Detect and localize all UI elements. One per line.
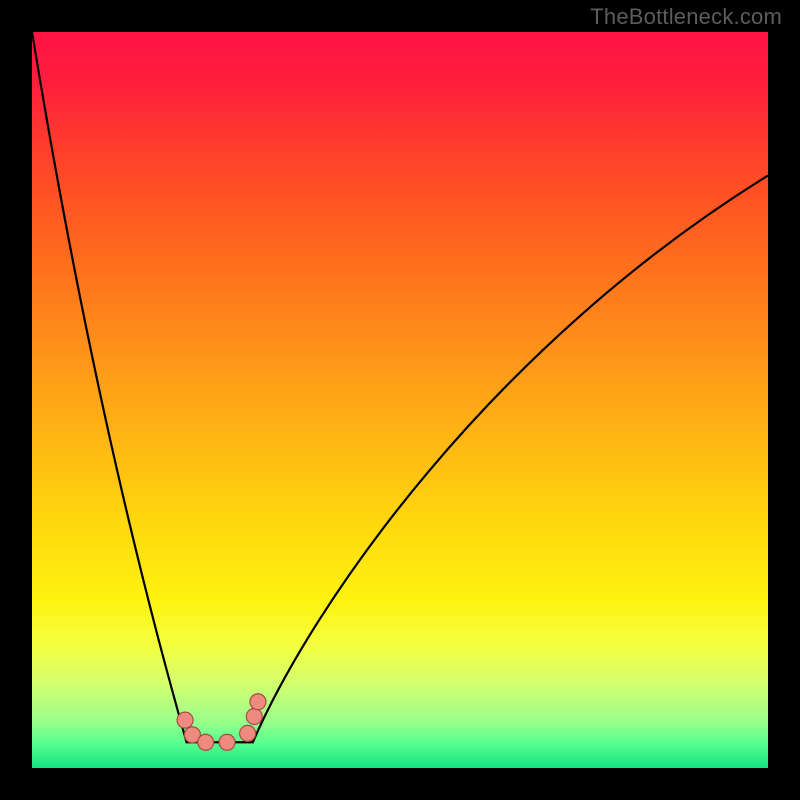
curve-marker bbox=[250, 694, 266, 710]
watermark-text: TheBottleneck.com bbox=[590, 4, 782, 30]
plot-background bbox=[32, 32, 768, 768]
chart-frame: TheBottleneck.com bbox=[0, 0, 800, 800]
curve-marker bbox=[198, 734, 214, 750]
curve-marker bbox=[246, 708, 262, 724]
curve-marker bbox=[177, 712, 193, 728]
bottleneck-chart bbox=[0, 0, 800, 800]
curve-marker bbox=[240, 725, 256, 741]
curve-marker bbox=[219, 734, 235, 750]
